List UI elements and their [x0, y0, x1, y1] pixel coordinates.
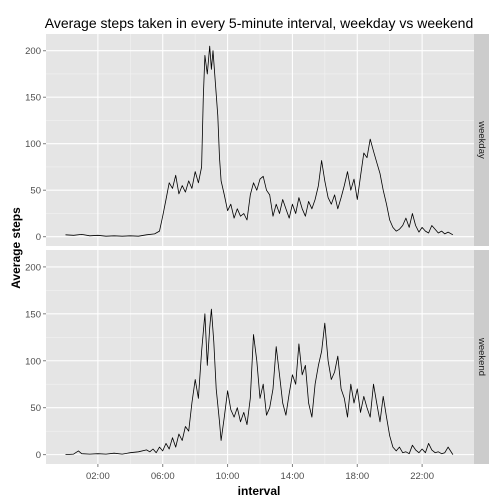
series-line-weekend — [65, 308, 454, 455]
facet-strip — [474, 250, 489, 464]
x-tick-label: 06:00 — [151, 471, 175, 482]
y-tick-label: 150 — [25, 93, 41, 104]
y-axis-title: Average steps — [9, 207, 23, 289]
chart-title: Average steps taken in every 5-minute in… — [45, 15, 474, 31]
x-tick-label: 18:00 — [345, 471, 369, 482]
panel-weekday: 0 50 100 150 200 weekday — [25, 34, 489, 246]
x-axis-title: interval — [238, 484, 281, 498]
y-tick-label: 0 — [36, 232, 41, 243]
y-tick-label: 50 — [30, 186, 41, 197]
panel-weekend: 0 50 100 150 200 weekend — [25, 250, 489, 464]
y-tick-label: 50 — [30, 403, 41, 414]
x-tick-label: 10:00 — [216, 471, 240, 482]
facet-strip — [474, 34, 489, 246]
x-tick-label: 14:00 — [281, 471, 305, 482]
facet-strip-label: weekend — [476, 337, 487, 376]
facet-panels: 0 50 100 150 200 weekday 0 50 100 150 200 weekend 02… — [25, 34, 489, 482]
y-tick-label: 0 — [36, 450, 41, 461]
y-tick-label: 100 — [25, 139, 41, 150]
y-tick-label: 150 — [25, 309, 41, 320]
x-tick-label: 22:00 — [410, 471, 434, 482]
series-line-weekday — [65, 45, 454, 237]
y-tick-label: 200 — [25, 46, 41, 57]
facet-strip-label: weekday — [476, 120, 487, 159]
y-tick-label: 100 — [25, 356, 41, 367]
x-tick-label: 02:00 — [86, 471, 110, 482]
y-tick-label: 200 — [25, 262, 41, 273]
